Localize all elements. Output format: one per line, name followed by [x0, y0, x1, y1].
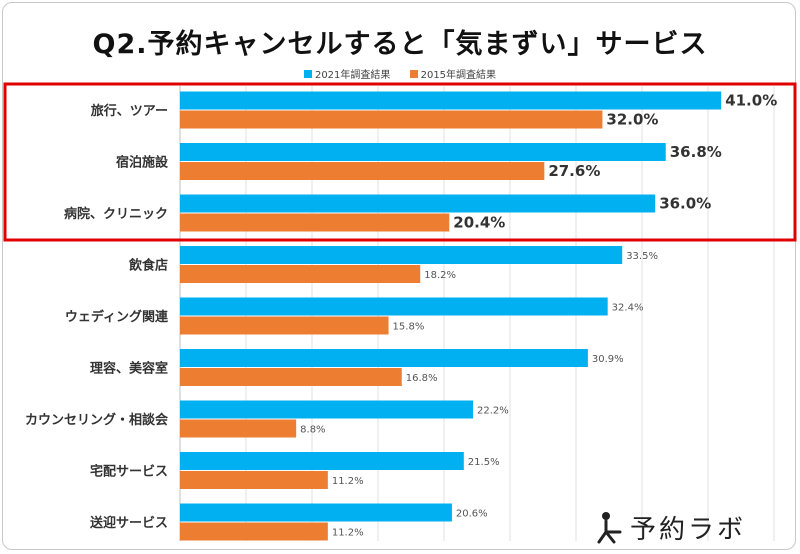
- legend-label-2015: 2015年調査結果: [420, 70, 497, 81]
- bar-2015: [180, 419, 297, 438]
- data-label: 16.8%: [406, 373, 438, 384]
- category-label: ウェディング関連: [65, 309, 169, 325]
- chart-legend: 2021年調査結果 2015年調査結果: [0, 66, 800, 81]
- data-label: 15.8%: [393, 322, 425, 333]
- bar-2021: [180, 246, 623, 264]
- data-label: 36.0%: [659, 195, 711, 213]
- bar-2021: [180, 349, 588, 367]
- category-label: 病院、クリニック: [64, 206, 168, 222]
- data-label: 32.4%: [612, 303, 644, 314]
- bar-2015: [180, 213, 450, 232]
- category-label: 旅行、ツアー: [91, 103, 168, 119]
- data-label: 32.0%: [606, 111, 658, 129]
- data-label: 21.5%: [468, 457, 500, 468]
- person-icon: [597, 512, 622, 544]
- legend-swatch-2021: [303, 69, 312, 78]
- data-label: 20.4%: [453, 214, 505, 232]
- bar-2021: [180, 503, 452, 522]
- logo: 予約ラボ: [596, 509, 746, 545]
- data-label: 36.8%: [670, 143, 722, 161]
- bar-2015: [180, 110, 603, 129]
- legend-item-2015: 2015年調査結果: [409, 66, 497, 81]
- bar-2021: [180, 297, 608, 316]
- legend-label-2021: 2021年調査結果: [314, 70, 391, 81]
- category-label: カウンセリング・相談会: [25, 412, 169, 428]
- bar-2015: [180, 265, 421, 283]
- category-label: 宿泊施設: [116, 155, 169, 171]
- data-label: 18.2%: [424, 270, 456, 281]
- bar-2021: [180, 400, 474, 419]
- bar-2021: [180, 143, 666, 161]
- category-label: 飲食店: [128, 258, 168, 274]
- legend-swatch-2015: [409, 69, 418, 78]
- bar-2021: [180, 452, 464, 470]
- bar-2015: [180, 316, 389, 335]
- highlight-box: [3, 82, 797, 242]
- bar-2021: [180, 194, 656, 213]
- bar-2015: [180, 368, 402, 386]
- chart-title: Q2.予約キャンセルすると「気まずい」サービス: [92, 29, 708, 60]
- data-label: 11.2%: [332, 528, 364, 539]
- category-label: 送迎サービス: [89, 515, 168, 531]
- category-label: 理容、美容室: [90, 361, 168, 377]
- legend-item-2021: 2021年調査結果: [303, 66, 391, 81]
- bar-2015: [180, 522, 328, 541]
- data-label: 8.8%: [300, 425, 325, 436]
- data-label: 30.9%: [592, 354, 624, 365]
- data-label: 41.0%: [725, 92, 777, 110]
- logo-text: 予約ラボ: [630, 514, 747, 545]
- bar-2021: [180, 91, 722, 110]
- bar-2015: [180, 162, 545, 180]
- data-label: 20.6%: [456, 509, 488, 520]
- data-label: 33.5%: [626, 251, 658, 262]
- data-label: 22.2%: [477, 406, 509, 417]
- category-label: 宅配サービス: [90, 464, 168, 480]
- bar-2015: [180, 471, 328, 489]
- data-label: 27.6%: [548, 162, 600, 180]
- data-label: 11.2%: [332, 476, 364, 487]
